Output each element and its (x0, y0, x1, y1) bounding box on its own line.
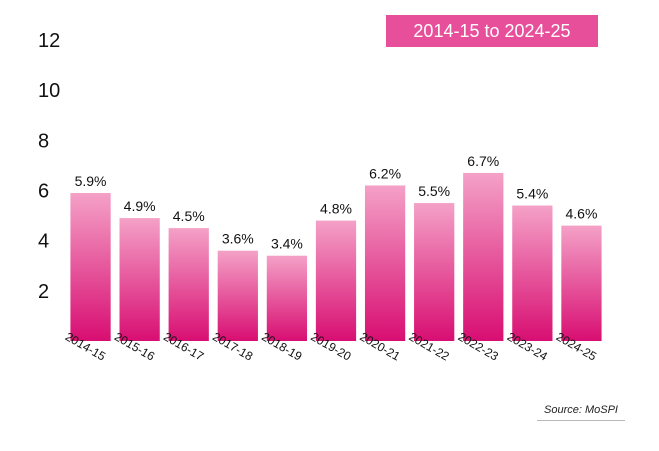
source-label: Source: MoSPI (537, 400, 625, 421)
y-tick-label: 2 (38, 281, 49, 303)
y-tick-label: 12 (38, 30, 60, 52)
bar-data-label: 5.9% (75, 173, 107, 189)
data-labels: 5.9% 4.9% 4.5% 3.6% 3.4% 4.8% 6.2% 5.5% 6.7% 5.4%… (75, 153, 598, 252)
y-tick-label: 10 (38, 80, 60, 102)
bar-data-label: 5.5% (418, 183, 450, 199)
bar-data-label: 3.4% (271, 236, 303, 252)
y-tick-label: 6 (38, 181, 49, 203)
bar (414, 203, 455, 341)
bar-data-label: 4.6% (565, 206, 597, 222)
bar (70, 193, 111, 341)
bar (315, 220, 357, 341)
y-tick-label: 4 (38, 231, 49, 253)
bar (217, 250, 258, 341)
bar (463, 172, 504, 341)
bar (512, 205, 553, 341)
y-tick-label: 8 (38, 130, 49, 152)
bars (70, 172, 602, 341)
bar-data-label: 5.4% (516, 186, 548, 202)
bar (168, 228, 209, 341)
bar (364, 185, 406, 341)
y-axis: 2 4 6 8 10 12 (38, 30, 60, 303)
date-range-badge: 2014-15 to 2024-25 (386, 15, 598, 47)
bar-data-label: 4.5% (173, 208, 205, 224)
bar (119, 218, 160, 341)
bar-data-label: 6.2% (369, 165, 401, 181)
bar-data-label: 4.8% (320, 201, 352, 217)
bar-data-label: 4.9% (124, 198, 156, 214)
bar (266, 255, 308, 341)
bar-data-label: 3.6% (222, 231, 254, 247)
bar-data-label: 6.7% (467, 153, 499, 169)
bar (561, 225, 602, 341)
